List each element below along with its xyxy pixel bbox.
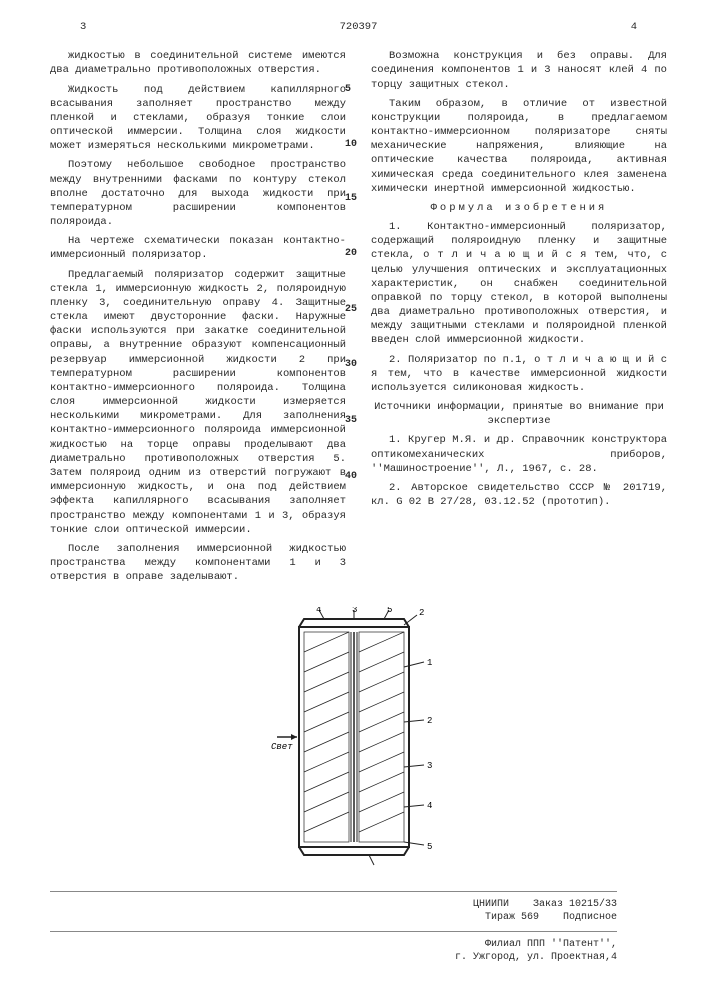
paragraph: Поэтому небольшое свободное пространство…	[50, 158, 346, 229]
fig-label: 2	[419, 608, 424, 618]
page-right: 4	[631, 20, 637, 34]
claim: 1. Контактно-иммерсионный поляризатор, с…	[371, 220, 667, 348]
fig-label: 2	[427, 716, 432, 726]
sources-title: Источники информации, принятые во вниман…	[371, 400, 667, 428]
line-num: 10	[345, 138, 357, 152]
line-num: 25	[345, 303, 357, 317]
footer-tirazh: Тираж 569	[485, 912, 539, 923]
footer-org: ЦНИИПИ	[473, 899, 509, 910]
fig-label: 3	[352, 607, 357, 615]
text-columns: жидкостью в соединительной системе имеют…	[50, 49, 667, 589]
paragraph: После заполнения иммерсионной жидкостью …	[50, 542, 346, 585]
paragraph: Таким образом, в отличие от известной ко…	[371, 97, 667, 196]
paragraph: На чертеже схематически показан контактн…	[50, 234, 346, 262]
footer-order: Заказ 10215/33	[533, 899, 617, 910]
paragraph: жидкостью в соединительной системе имеют…	[50, 49, 346, 77]
paragraph: Возможна конструкция и без оправы. Для с…	[371, 49, 667, 92]
line-num: 5	[345, 83, 351, 97]
reference: 1. Кругер М.Я. и др. Справочник конструк…	[371, 433, 667, 476]
fig-label: 5	[427, 842, 432, 852]
right-column: Возможна конструкция и без оправы. Для с…	[371, 49, 667, 589]
footer: ЦНИИПИ Заказ 10215/33 Тираж 569 Подписно…	[50, 891, 667, 965]
patent-figure: 4 3 5 2 1 2 3 4 5 Свет	[50, 607, 667, 872]
line-num: 15	[345, 192, 357, 206]
light-label: Свет	[271, 742, 293, 752]
line-num: 35	[345, 414, 357, 428]
footer-branch: Филиал ППП ''Патент'',	[50, 938, 617, 952]
claim: 2. Поляризатор по п.1, о т л и ч а ю щ и…	[371, 353, 667, 396]
footer-sub: Подписное	[563, 912, 617, 923]
fig-label: 3	[427, 761, 432, 771]
page-left: 3	[80, 20, 86, 34]
left-column: жидкостью в соединительной системе имеют…	[50, 49, 346, 589]
line-num: 40	[345, 470, 357, 484]
paragraph: Жидкость под действием капиллярного всас…	[50, 83, 346, 154]
line-num: 20	[345, 247, 357, 261]
fig-label: 4	[316, 607, 321, 615]
fig-label: 1	[427, 658, 432, 668]
fig-label: 4	[427, 801, 432, 811]
header: 3 720397 4	[50, 20, 667, 34]
fig-label: 5	[387, 607, 392, 615]
line-num: 30	[345, 358, 357, 372]
doc-number: 720397	[340, 20, 378, 34]
formula-title: Формула изобретения	[371, 201, 667, 215]
footer-address: г. Ужгород, ул. Проектная,4	[50, 951, 617, 965]
paragraph: Предлагаемый поляризатор содержит защитн…	[50, 268, 346, 537]
reference: 2. Авторское свидетельство СССР № 201719…	[371, 481, 667, 509]
